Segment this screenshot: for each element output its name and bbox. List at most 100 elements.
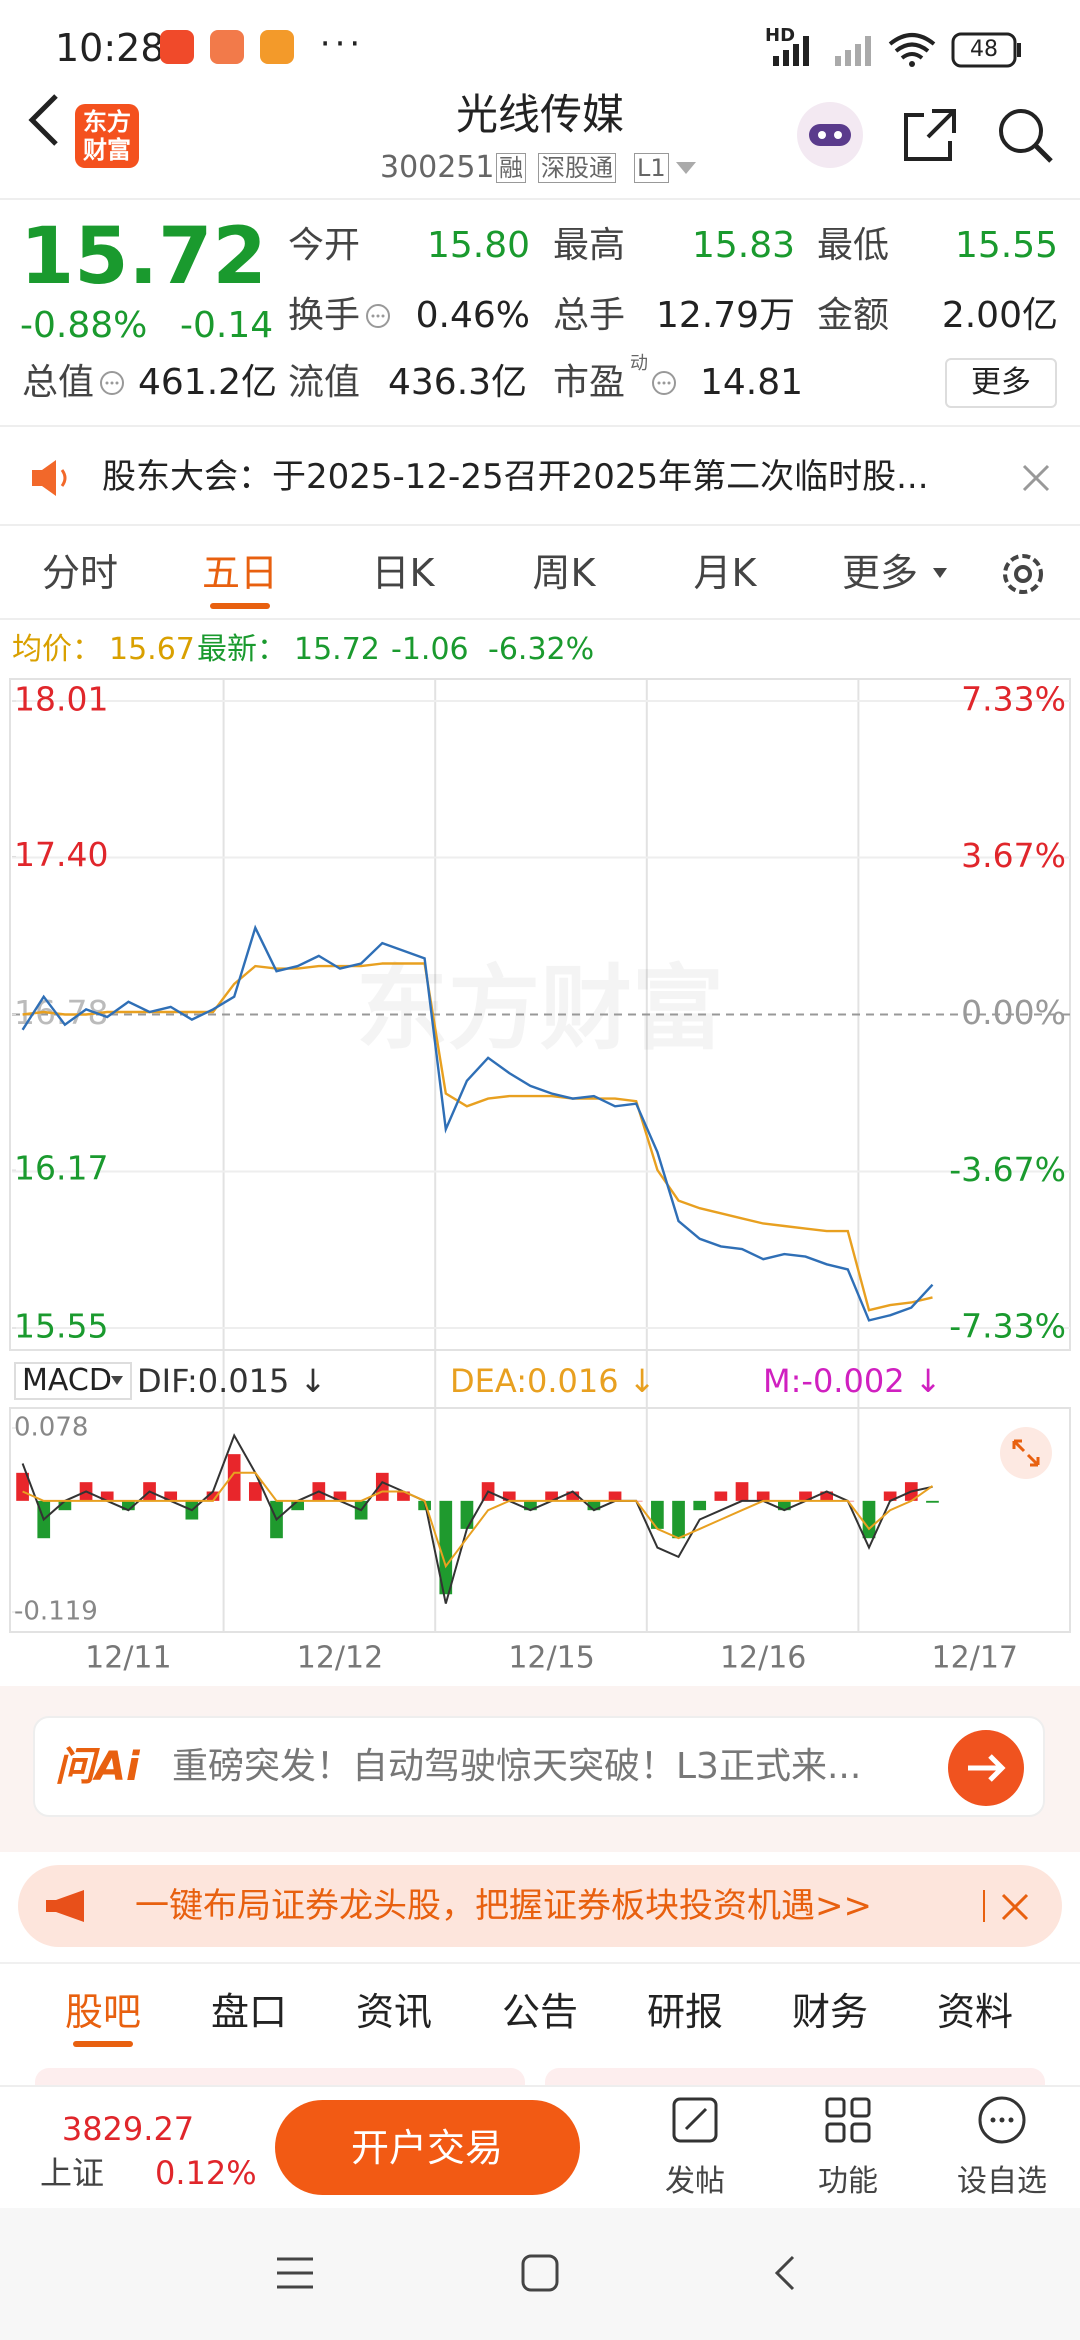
dea-line xyxy=(22,1471,934,1569)
macd-bar xyxy=(566,1491,580,1501)
y2-tick-label: 7.33% xyxy=(961,680,1066,719)
close-notice[interactable] xyxy=(1020,462,1052,494)
dropdown-arrow[interactable] xyxy=(674,158,698,178)
index-value: 3829.27 xyxy=(61,2110,195,2148)
watchlist-icon[interactable] xyxy=(977,2095,1027,2145)
action-label[interactable]: 功能 xyxy=(818,2164,878,2199)
macd-bar xyxy=(397,1491,410,1501)
divider xyxy=(0,1962,1080,1964)
more-button-label: 更多 xyxy=(971,365,1031,400)
macd-bar xyxy=(122,1500,135,1511)
action-label[interactable]: 设自选 xyxy=(957,2164,1047,2199)
index-change: 0.12% xyxy=(155,2154,257,2192)
more-button[interactable] xyxy=(945,358,1057,408)
average-line xyxy=(22,962,933,1312)
x-tick-label: 12/16 xyxy=(720,1641,806,1676)
chart-tab[interactable]: 更多 xyxy=(841,551,919,595)
section-tab-active[interactable]: 股吧 xyxy=(64,1990,142,2034)
stock-tag: 深股通 xyxy=(538,153,616,183)
price-line xyxy=(21,924,934,1322)
post-icon[interactable] xyxy=(670,2095,720,2145)
chart-canvas: 东方财富 -7.33% -3.67% 0.00% 3.67% 7.33% 15.55 16.1… xyxy=(9,678,1071,1676)
five-day-change: -1.06 xyxy=(391,632,469,667)
divider xyxy=(0,618,1080,620)
promo-banner[interactable] xyxy=(18,1865,1062,1947)
close-banner[interactable] xyxy=(1000,1892,1030,1922)
ai-ad[interactable] xyxy=(33,1716,1045,1817)
y2-tick-label: -7.33% xyxy=(949,1307,1066,1346)
ai-avatar[interactable] xyxy=(795,100,865,170)
stock-tag: 融 xyxy=(496,153,526,183)
megaphone-icon xyxy=(46,1890,84,1922)
trade-button[interactable] xyxy=(275,2100,580,2195)
chart-tab-active[interactable]: 五日 xyxy=(201,551,279,595)
indicator-name: MACD xyxy=(22,1363,112,1398)
macd-bar xyxy=(100,1491,114,1501)
expand-button[interactable] xyxy=(998,1425,1054,1481)
ai-brand: 问Ai xyxy=(55,1744,140,1790)
info-icon[interactable] xyxy=(364,302,392,330)
info-icon[interactable] xyxy=(98,369,126,397)
field-value: 0.46% xyxy=(415,295,530,336)
chart-tab[interactable]: 日K xyxy=(371,551,435,595)
last-price: 15.72 xyxy=(294,632,380,667)
section-tab[interactable]: 研报 xyxy=(646,1990,724,2034)
section-tab[interactable]: 资讯 xyxy=(355,1990,433,2034)
nav-home[interactable] xyxy=(520,2253,560,2293)
macd-bar xyxy=(164,1491,178,1501)
y2-tick-label: 3.67% xyxy=(961,836,1066,875)
section-tab[interactable]: 盘口 xyxy=(210,1990,288,2034)
field-label: 金额 xyxy=(817,295,890,336)
notification-icon xyxy=(160,30,194,64)
macd-bar xyxy=(799,1491,812,1501)
notice-text[interactable]: 股东大会：于2025-12-25召开2025年第二次临时股... xyxy=(102,457,929,497)
section-tab[interactable]: 资料 xyxy=(936,1990,1014,2034)
macd-bar xyxy=(651,1500,664,1529)
divider xyxy=(0,198,1080,200)
change-amount: -0.14 xyxy=(180,305,274,346)
macd-bar xyxy=(227,1454,241,1501)
macd-bar xyxy=(333,1491,347,1501)
back-button[interactable] xyxy=(20,90,70,150)
field-label: 市盈 xyxy=(553,362,626,403)
search-button[interactable] xyxy=(995,105,1055,165)
action-label[interactable]: 发帖 xyxy=(665,2164,725,2199)
settings-button[interactable] xyxy=(998,549,1048,599)
macd-bar xyxy=(206,1491,220,1501)
field-value: 12.79万 xyxy=(655,295,795,336)
function-icon[interactable] xyxy=(823,2095,873,2145)
watermark: 东方财富 xyxy=(356,955,724,1062)
share-button[interactable] xyxy=(900,105,960,165)
macd-bar xyxy=(820,1491,834,1501)
indicator-selector[interactable] xyxy=(14,1362,132,1400)
chart-tab[interactable]: 月K xyxy=(693,551,757,595)
macd-bar xyxy=(693,1500,707,1511)
macd-bar xyxy=(524,1500,537,1511)
trade-button-label: 开户交易 xyxy=(350,2126,504,2170)
macd-bar xyxy=(714,1491,728,1501)
y-tick-label: 17.40 xyxy=(14,835,108,874)
macd-bar xyxy=(756,1491,770,1501)
x-tick-label: 12/17 xyxy=(932,1641,1018,1676)
more-notifications: ··· xyxy=(319,24,365,64)
notification-icon xyxy=(260,30,294,64)
nav-menu[interactable] xyxy=(275,2253,315,2293)
field-value: 461.2亿 xyxy=(138,362,278,403)
promo-text: 一键布局证券龙头股，把握证券板块投资机遇>> xyxy=(135,1886,872,1926)
five-day-change-percent: -6.32% xyxy=(488,632,595,667)
chart-tab[interactable]: 周K xyxy=(532,551,596,595)
macd-bar xyxy=(862,1500,876,1539)
section-tab[interactable]: 财务 xyxy=(791,1990,869,2034)
field-value: 15.83 xyxy=(691,225,795,266)
nav-back[interactable] xyxy=(765,2253,805,2293)
macd-bar xyxy=(735,1482,749,1501)
info-icon[interactable] xyxy=(650,369,678,397)
ai-ad-go[interactable] xyxy=(946,1728,1026,1808)
dif-line xyxy=(21,1433,933,1604)
y-tick-label: -0.119 xyxy=(14,1597,98,1627)
speaker-icon xyxy=(32,460,67,496)
separator xyxy=(983,1890,985,1922)
section-tab[interactable]: 公告 xyxy=(501,1990,579,2034)
chart-tab[interactable]: 分时 xyxy=(41,551,119,595)
